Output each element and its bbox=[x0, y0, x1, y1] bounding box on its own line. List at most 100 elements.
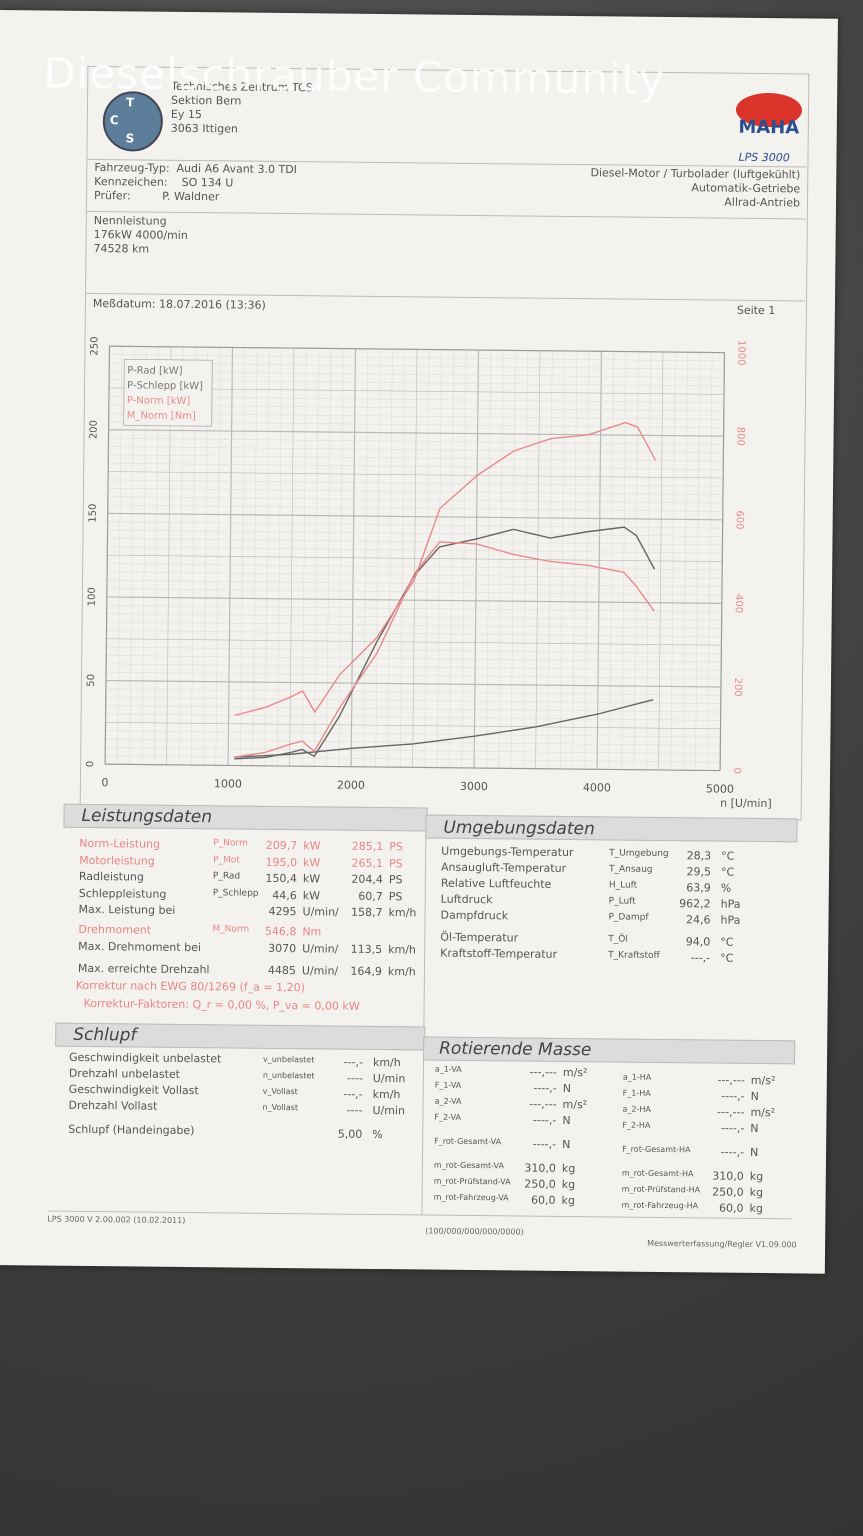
grid-line bbox=[108, 437, 724, 445]
y-left-tick-label: 100 bbox=[87, 587, 98, 606]
env-row-value: 29,5 bbox=[686, 865, 712, 879]
correction-factors: Korrektur-Faktoren: Q_r = 0,00 %, P_va =… bbox=[83, 996, 360, 1013]
mass-row-unit: N bbox=[562, 1113, 571, 1128]
power-row-value2: 113,5 bbox=[350, 942, 383, 957]
power-row-symbol: P_Rad bbox=[212, 871, 241, 882]
power-row-value2: 265,1 bbox=[351, 856, 384, 871]
watermark: Dieselschrauber Community bbox=[43, 48, 666, 104]
mass-row-symbol: a_1-HA bbox=[622, 1072, 652, 1082]
grid-line bbox=[109, 354, 725, 362]
engine-info: Diesel-Motor / Turbolader (luftgekühlt) … bbox=[590, 166, 801, 210]
mass-row-symbol: m_rot-Fahrzeug-HA bbox=[621, 1200, 699, 1211]
env-row-label: Umgebungs-Temperatur bbox=[441, 844, 574, 860]
mass-row-value: 60,0 bbox=[718, 1201, 744, 1215]
mass-row-value: ----,- bbox=[532, 1137, 557, 1151]
env-row-value: 63,9 bbox=[686, 881, 711, 895]
grid-line bbox=[106, 588, 722, 596]
mass-row-symbol: F_1-HA bbox=[622, 1088, 651, 1098]
slip-row-label: Geschwindigkeit Vollast bbox=[68, 1082, 199, 1098]
mass-row-symbol: a_2-VA bbox=[434, 1096, 462, 1106]
grid-line bbox=[106, 605, 722, 613]
y-right-tick-label: 800 bbox=[734, 427, 745, 446]
grid-line bbox=[106, 663, 722, 671]
x-tick-label: 2000 bbox=[337, 779, 365, 792]
power-row-label: Max. Leistung bei bbox=[78, 902, 176, 917]
mass-row-unit: m/s² bbox=[750, 1073, 776, 1088]
mass-row-unit: N bbox=[562, 1137, 571, 1152]
mass-row-unit: N bbox=[750, 1121, 759, 1136]
legend-box bbox=[123, 358, 213, 427]
grid-line bbox=[107, 554, 723, 562]
mass-row-unit: N bbox=[750, 1145, 759, 1160]
slip-row-label: Geschwindigkeit unbelastet bbox=[68, 1050, 222, 1066]
slip-row-unit: % bbox=[372, 1127, 383, 1142]
env-row-label: Kraftstoff-Temperatur bbox=[440, 946, 558, 961]
footer-code: (100/000/000/000/0000) bbox=[425, 1226, 524, 1237]
mass-row-unit: kg bbox=[749, 1169, 764, 1184]
slip-row-value: ---,- bbox=[343, 1087, 363, 1101]
footer-regler: Messwerterfassung/Regler V1.09.000 bbox=[647, 1238, 797, 1250]
grid-line bbox=[106, 646, 722, 654]
power-row-unit1: Nm bbox=[302, 925, 322, 939]
slip-row-unit: km/h bbox=[372, 1055, 401, 1070]
mass-row-symbol: m_rot-Fahrzeug-VA bbox=[433, 1192, 509, 1203]
section-masse: Rotierende Masse bbox=[439, 1038, 592, 1061]
power-row-unit1: kW bbox=[302, 889, 321, 903]
series-line-0 bbox=[234, 526, 656, 760]
power-row-unit1: kW bbox=[303, 856, 321, 870]
env-row-unit: °C bbox=[720, 865, 735, 879]
env-row-symbol: H_Luft bbox=[608, 880, 638, 891]
y-left-tick-label: 50 bbox=[86, 674, 97, 687]
power-row-label: Radleistung bbox=[78, 869, 144, 884]
power-row-unit2: km/h bbox=[387, 965, 416, 979]
grid-line bbox=[107, 496, 723, 504]
grid-line bbox=[107, 529, 723, 537]
series-line-1 bbox=[234, 698, 654, 758]
series-line-3 bbox=[234, 421, 657, 717]
grid-line bbox=[108, 454, 724, 462]
env-row-label: Dampfdruck bbox=[440, 908, 509, 923]
grid-line bbox=[108, 479, 724, 487]
grid-line bbox=[107, 504, 723, 512]
power-row-unit1: U/min/ bbox=[302, 905, 339, 919]
env-row-symbol: P_Dampf bbox=[608, 912, 649, 923]
power-row-unit2: PS bbox=[388, 890, 403, 904]
grid-line bbox=[106, 630, 722, 638]
mass-row-unit: kg bbox=[561, 1177, 576, 1192]
power-row-unit2: km/h bbox=[388, 943, 417, 957]
power-row-label: Norm-Leistung bbox=[79, 836, 161, 851]
y-right-tick-label: 400 bbox=[733, 594, 744, 613]
power-row-unit2: km/h bbox=[388, 906, 417, 920]
power-row-label: Max. erreichte Drehzahl bbox=[77, 961, 210, 977]
env-row-symbol: T_Kraftstoff bbox=[608, 950, 660, 961]
env-row-symbol: T_Umgebung bbox=[609, 848, 669, 860]
grid-line bbox=[105, 722, 721, 730]
section-leistung: Leistungsdaten bbox=[81, 805, 213, 828]
slip-row-label: Drehzahl unbelastet bbox=[68, 1066, 181, 1081]
x-tick-label: 4000 bbox=[583, 781, 611, 794]
env-row-label: Öl-Temperatur bbox=[440, 930, 519, 945]
env-row-value: 28,3 bbox=[686, 849, 712, 863]
mass-row-value: ----,- bbox=[721, 1089, 745, 1103]
grid-line bbox=[107, 512, 723, 521]
grid-line bbox=[107, 538, 723, 546]
grid-line bbox=[105, 755, 721, 763]
env-row-label: Ansaugluft-Temperatur bbox=[440, 860, 567, 875]
legend-item: P-Rad [kW] bbox=[127, 365, 182, 377]
legend-item: P-Schlepp [kW] bbox=[127, 380, 203, 392]
grid-line bbox=[105, 738, 721, 746]
slip-row-symbol: n_Vollast bbox=[262, 1102, 299, 1113]
series-line-2 bbox=[234, 541, 655, 758]
slip-row-label: Schlupf (Handeingabe) bbox=[68, 1122, 195, 1138]
env-row-unit: °C bbox=[720, 935, 734, 949]
mass-row-unit: N bbox=[750, 1089, 759, 1104]
env-row-unit: % bbox=[720, 881, 732, 895]
measure-date: Meßdatum: 18.07.2016 (13:36) bbox=[92, 296, 266, 312]
env-row-symbol: T_Ansaug bbox=[608, 864, 653, 875]
power-row-symbol: P_Schlepp bbox=[212, 888, 259, 899]
env-row-value: 94,0 bbox=[685, 935, 711, 949]
power-row-unit1: U/min/ bbox=[302, 942, 339, 956]
slip-row-unit: U/min bbox=[372, 1103, 406, 1118]
mass-row-unit: kg bbox=[561, 1161, 576, 1176]
mass-row-unit: kg bbox=[561, 1193, 575, 1208]
